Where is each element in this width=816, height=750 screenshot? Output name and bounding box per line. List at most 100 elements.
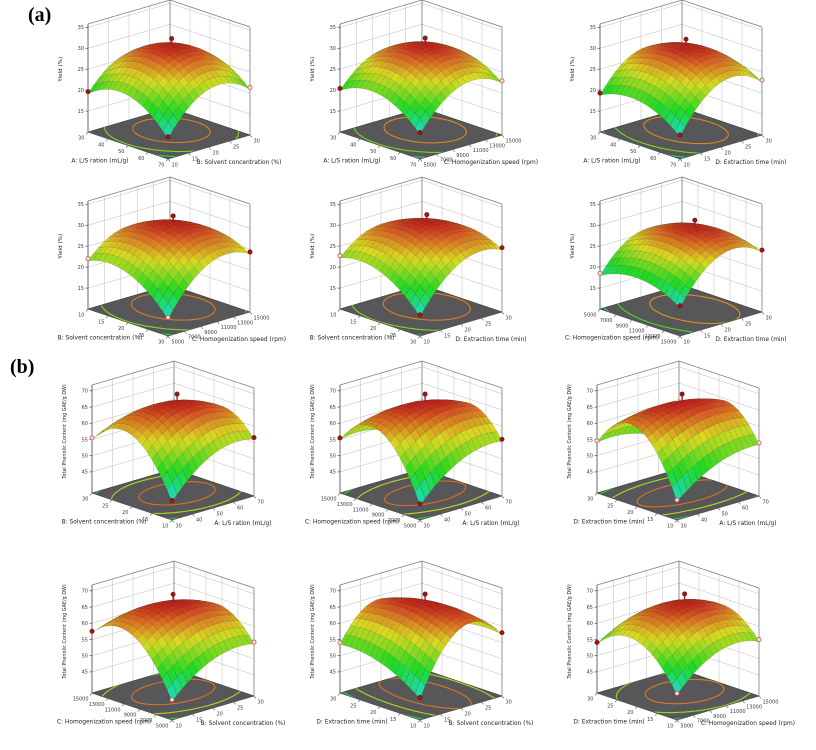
surface-plot-b2: 15000 13000 11000 9000 7000 5000 30 40 50 60 70 C: … — [298, 350, 564, 542]
svg-text:10: 10 — [176, 724, 182, 730]
svg-text:20: 20 — [213, 151, 219, 157]
svg-text:55: 55 — [587, 637, 593, 643]
svg-text:C: Homogenization speed (rpm): C: Homogenization speed (rpm) — [565, 336, 659, 342]
svg-text:15: 15 — [196, 718, 202, 724]
svg-text:5000: 5000 — [681, 724, 694, 730]
svg-text:70: 70 — [330, 589, 336, 595]
svg-text:50: 50 — [370, 149, 376, 155]
svg-text:15: 15 — [192, 157, 198, 163]
svg-text:25: 25 — [330, 67, 336, 73]
svg-text:45: 45 — [330, 470, 336, 476]
svg-text:30: 30 — [82, 497, 88, 503]
svg-text:30: 30 — [330, 46, 336, 52]
svg-text:60: 60 — [237, 506, 243, 512]
svg-text:9000: 9000 — [713, 714, 726, 720]
svg-text:Yield (%): Yield (%) — [310, 234, 316, 260]
svg-text:A: L/S ration (mL/g): A: L/S ration (mL/g) — [323, 159, 380, 165]
svg-text:20: 20 — [465, 328, 471, 334]
svg-text:25: 25 — [102, 503, 108, 509]
svg-text:50: 50 — [722, 512, 728, 518]
svg-text:70: 70 — [670, 163, 676, 169]
svg-text:70: 70 — [763, 500, 769, 506]
svg-text:13000: 13000 — [746, 704, 762, 710]
svg-text:D: Extraction time (min): D: Extraction time (min) — [316, 720, 387, 726]
surface-plot-a3: 30 40 50 60 70 10 15 20 25 30 A: L/S ration (mL/g)… — [558, 0, 816, 180]
svg-text:25: 25 — [233, 145, 239, 151]
svg-text:D: Extraction time (min): D: Extraction time (min) — [573, 720, 644, 726]
svg-text:35: 35 — [330, 25, 336, 31]
svg-text:25: 25 — [607, 703, 613, 709]
svg-text:A: L/S ration (mL/g): A: L/S ration (mL/g) — [214, 521, 271, 527]
svg-text:50: 50 — [82, 654, 88, 660]
svg-text:15000: 15000 — [321, 497, 337, 503]
svg-text:70: 70 — [587, 589, 593, 595]
svg-text:5000: 5000 — [172, 340, 185, 346]
svg-text:15: 15 — [390, 717, 396, 723]
svg-text:B: Solvent concentration (%): B: Solvent concentration (%) — [58, 336, 143, 342]
svg-text:45: 45 — [82, 470, 88, 476]
svg-text:9000: 9000 — [124, 713, 137, 719]
svg-text:25: 25 — [138, 333, 144, 339]
svg-text:30: 30 — [590, 136, 596, 142]
svg-text:25: 25 — [590, 67, 596, 73]
svg-text:25: 25 — [485, 322, 491, 328]
svg-text:10: 10 — [667, 724, 673, 730]
svg-text:60: 60 — [82, 421, 88, 427]
svg-text:9000: 9000 — [456, 153, 469, 159]
svg-text:55: 55 — [82, 437, 88, 443]
svg-text:30: 30 — [587, 497, 593, 503]
svg-text:25: 25 — [330, 244, 336, 250]
svg-text:45: 45 — [330, 670, 336, 676]
svg-text:50: 50 — [217, 512, 223, 518]
surface-plot-svg-a3: 30 40 50 60 70 10 15 20 25 30 A: L/S ration (mL/g)… — [570, 0, 787, 169]
svg-text:30: 30 — [424, 524, 430, 530]
svg-text:D: Extraction time (min): D: Extraction time (min) — [573, 520, 644, 526]
svg-text:40: 40 — [196, 518, 202, 524]
svg-text:15: 15 — [647, 717, 653, 723]
svg-text:30: 30 — [766, 139, 772, 145]
svg-text:10: 10 — [410, 724, 416, 730]
svg-text:55: 55 — [330, 637, 336, 643]
svg-text:65: 65 — [330, 405, 336, 411]
svg-text:20: 20 — [627, 710, 633, 716]
svg-text:B: Solvent concentration (%): B: Solvent concentration (%) — [197, 160, 282, 166]
svg-text:10: 10 — [684, 340, 690, 346]
svg-text:20: 20 — [370, 710, 376, 716]
surface-plot-a5: 10 15 20 25 30 10 15 20 25 30 B: Solvent concentra… — [298, 176, 564, 357]
svg-text:15000: 15000 — [661, 340, 677, 346]
svg-text:40: 40 — [444, 518, 450, 524]
svg-text:70: 70 — [82, 589, 88, 595]
svg-text:15000: 15000 — [763, 700, 779, 706]
svg-text:25: 25 — [607, 503, 613, 509]
svg-text:D: Extraction time (min): D: Extraction time (min) — [715, 337, 786, 343]
svg-text:30: 30 — [506, 700, 512, 706]
svg-text:A: L/S ration (mL/g): A: L/S ration (mL/g) — [583, 159, 640, 165]
svg-text:15: 15 — [330, 109, 336, 115]
svg-text:25: 25 — [590, 244, 596, 250]
svg-text:20: 20 — [330, 88, 336, 94]
svg-text:C: Homogenization speed (rpm): C: Homogenization speed (rpm) — [305, 520, 399, 526]
svg-text:11000: 11000 — [629, 329, 645, 335]
surface-plot-a1: 30 40 50 60 70 10 15 20 25 30 A: L/S ration (mL/g)… — [46, 0, 312, 180]
svg-text:70: 70 — [258, 500, 264, 506]
svg-text:20: 20 — [465, 712, 471, 718]
svg-text:25: 25 — [350, 703, 356, 709]
surface-plot-b3: 30 25 20 15 10 30 40 50 60 70 D: Extraction time (… — [555, 350, 816, 542]
svg-text:50: 50 — [587, 654, 593, 660]
svg-text:50: 50 — [330, 454, 336, 460]
svg-text:30: 30 — [78, 46, 84, 52]
svg-text:13000: 13000 — [237, 320, 253, 326]
surface-plot-b4: 15000 13000 11000 9000 7000 5000 10 15 20 25 30 C: … — [50, 550, 316, 742]
svg-text:10: 10 — [424, 340, 430, 346]
svg-text:11000: 11000 — [730, 709, 746, 715]
svg-text:35: 35 — [330, 202, 336, 208]
svg-text:25: 25 — [745, 145, 751, 151]
svg-text:10: 10 — [424, 724, 430, 730]
svg-text:9000: 9000 — [204, 330, 217, 336]
svg-text:65: 65 — [330, 605, 336, 611]
svg-text:15: 15 — [444, 718, 450, 724]
svg-text:60: 60 — [330, 621, 336, 627]
svg-text:55: 55 — [330, 437, 336, 443]
